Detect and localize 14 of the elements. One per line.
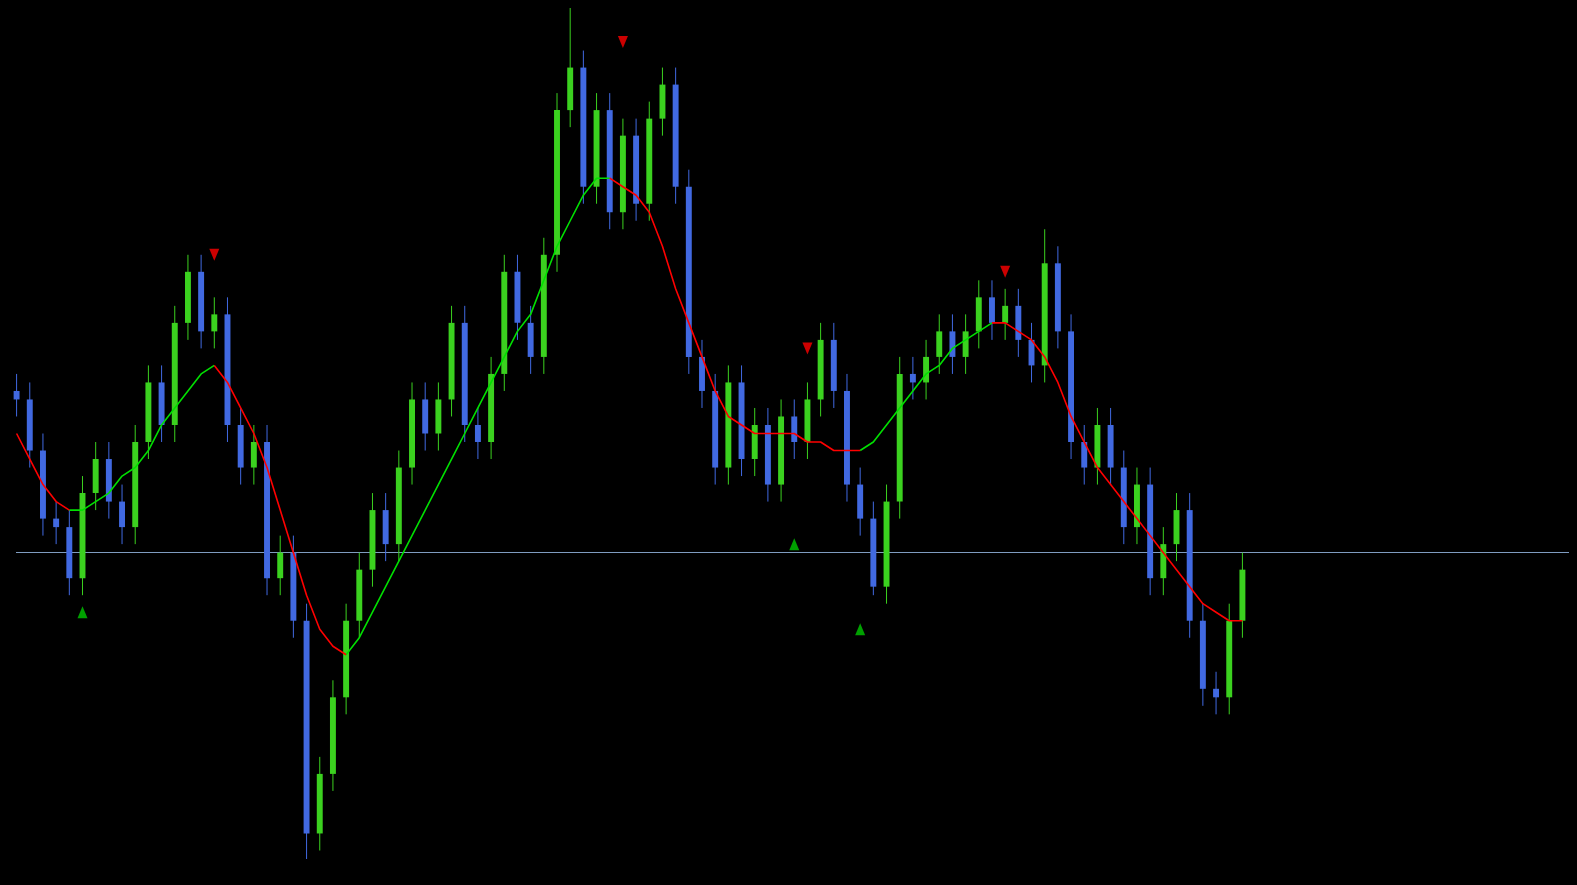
- point: [1000, 265, 1011, 278]
- candlestick: [13, 373, 20, 417]
- candlestick: [474, 407, 481, 460]
- candlestick: [211, 296, 218, 349]
- candlestick: [53, 501, 60, 545]
- point: [209, 248, 220, 261]
- point: [617, 36, 628, 49]
- point: [789, 538, 800, 551]
- candlestick: [1002, 288, 1009, 341]
- point: [855, 623, 866, 636]
- candlestick: [1213, 671, 1220, 715]
- candlestick: [909, 356, 916, 400]
- point: [77, 606, 88, 619]
- point: [802, 342, 813, 355]
